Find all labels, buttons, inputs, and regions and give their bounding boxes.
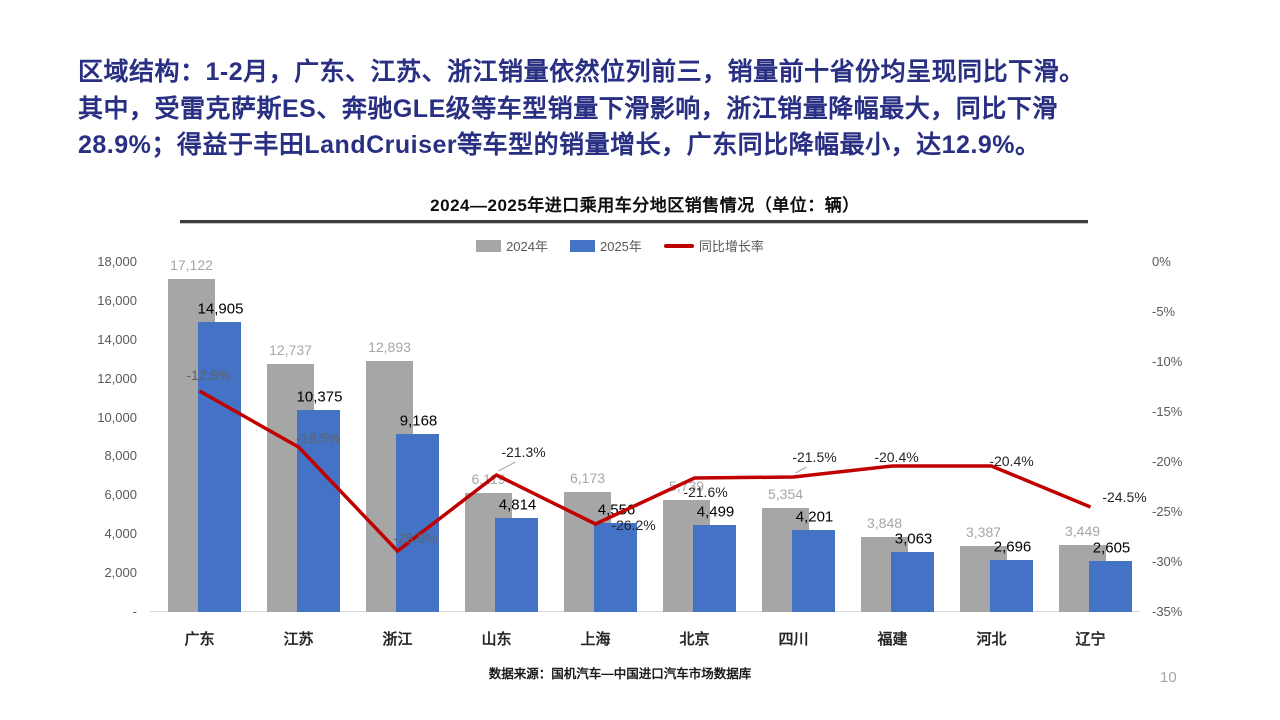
- legend-item-2024: 2024年: [476, 236, 548, 255]
- bar-2025: [1089, 561, 1132, 612]
- x-axis-label: 北京: [679, 631, 710, 648]
- y-axis-tick: 10,000: [97, 409, 137, 425]
- growth-label: -24.5%: [1102, 489, 1147, 505]
- x-axis-label: 广东: [184, 631, 215, 648]
- bar-2025: [792, 530, 835, 612]
- value-label-2024: 12,893: [368, 339, 411, 356]
- value-label-2024: 3,848: [866, 515, 903, 532]
- value-label-2025: 3,063: [894, 530, 933, 548]
- pct-axis-tick: -30%: [1152, 554, 1183, 569]
- growth-label: -28.9%: [393, 530, 438, 546]
- page-number: 10: [1160, 669, 1177, 686]
- y-axis-tick: 14,000: [97, 331, 137, 347]
- headline-line: 区域结构：1-2月，广东、江苏、浙江销量依然位列前三，销量前十省份均呈现同比下滑…: [78, 58, 1085, 86]
- source-note: 数据来源：国机汽车—中国进口汽车市场数据库: [488, 667, 752, 681]
- x-axis-label: 河北: [976, 631, 1007, 648]
- bar-2025: [693, 524, 736, 612]
- value-label-2024: 3,449: [1064, 522, 1101, 539]
- chart-title: 2024—2025年进口乘用车分地区销售情况（单位：辆）: [430, 196, 860, 215]
- y-axis-tick: 16,000: [97, 292, 137, 308]
- pct-axis-tick: -20%: [1152, 454, 1183, 469]
- value-label-2025: 2,696: [993, 538, 1032, 556]
- x-axis-label: 上海: [580, 631, 611, 648]
- legend-line-swatch: [663, 243, 694, 248]
- bar-2025: [495, 518, 538, 612]
- value-label-2025: 2,605: [1092, 539, 1131, 557]
- value-label-2024: 6,119: [471, 471, 506, 488]
- pct-axis-tick: 0%: [1152, 254, 1171, 269]
- pct-axis-tick: -25%: [1152, 504, 1183, 519]
- pct-axis-tick: -15%: [1152, 404, 1183, 419]
- x-axis-line: [150, 611, 1140, 612]
- growth-label: -26.2%: [611, 517, 656, 533]
- headline-line: 其中，受雷克萨斯ES、奔驰GLE级等车型销量下滑影响，浙江销量降幅最大，同比下滑: [78, 94, 1058, 123]
- bar-2025: [396, 433, 439, 612]
- y-axis-tick: -: [132, 604, 137, 619]
- y-axis-tick: 18,000: [97, 254, 137, 269]
- leader-line: [795, 466, 807, 474]
- headline-text: 区域结构：1-2月，广东、江苏、浙江销量依然位列前三，销量前十省份均呈现同比下滑…: [78, 54, 1198, 164]
- y-axis-tick: 2,000: [104, 565, 137, 581]
- value-label-2025: 10,375: [296, 388, 343, 406]
- legend-label-growth: 同比增长率: [698, 239, 764, 254]
- value-label-2024: 5,354: [767, 485, 804, 502]
- y-axis-tick: 6,000: [104, 487, 137, 503]
- x-axis-label: 福建: [877, 631, 908, 648]
- value-label-2025: 4,814: [498, 496, 537, 514]
- bar-2025: [990, 559, 1033, 612]
- value-label-2024: 17,122: [170, 257, 213, 274]
- y-axis-tick: 8,000: [104, 448, 137, 464]
- x-axis-label: 辽宁: [1075, 631, 1106, 648]
- leader-line: [498, 461, 516, 472]
- legend-label-2025: 2025年: [599, 239, 642, 254]
- growth-label: -20.4%: [874, 449, 919, 465]
- x-axis-label: 山东: [481, 631, 512, 648]
- growth-label: -20.4%: [989, 453, 1034, 469]
- headline-line: 28.9%；得益于丰田LandCruiser等车型的销量增长，广东同比降幅最小，…: [78, 131, 1041, 159]
- value-label-2025: 9,168: [399, 412, 438, 430]
- chart-legend: 2024年 2025年 同比增长率: [150, 236, 1090, 255]
- growth-label: -21.6%: [683, 484, 728, 500]
- value-label-2025: 4,201: [795, 508, 834, 526]
- y-axis-tick: 12,000: [97, 370, 137, 386]
- pct-axis-tick: -10%: [1152, 354, 1183, 369]
- legend-item-growth: 同比增长率: [663, 236, 764, 255]
- title-divider: [180, 220, 1088, 224]
- growth-label: -21.5%: [792, 449, 837, 465]
- value-label-2024: 12,737: [269, 342, 312, 359]
- growth-label: -18.5%: [296, 430, 341, 446]
- bar-2025: [594, 523, 637, 612]
- growth-label: -21.3%: [501, 444, 546, 460]
- bar-2025: [891, 552, 934, 612]
- value-label-2025: 14,905: [197, 300, 244, 318]
- pct-axis-tick: -35%: [1152, 604, 1183, 619]
- x-axis-label: 江苏: [283, 631, 314, 648]
- x-axis-label: 四川: [778, 631, 809, 648]
- legend-label-2024: 2024年: [506, 239, 548, 254]
- bar-2025: [198, 322, 241, 612]
- x-axis-label: 浙江: [382, 631, 413, 648]
- growth-label: -12.9%: [186, 367, 231, 383]
- legend-swatch-2024: [476, 239, 502, 252]
- y-axis-tick: 4,000: [104, 526, 137, 542]
- legend-swatch-2025: [569, 239, 595, 252]
- pct-axis-tick: -5%: [1152, 304, 1176, 319]
- value-label-2024: 6,173: [569, 469, 606, 486]
- value-label-2025: 4,499: [696, 503, 735, 521]
- legend-item-2025: 2025年: [569, 236, 642, 255]
